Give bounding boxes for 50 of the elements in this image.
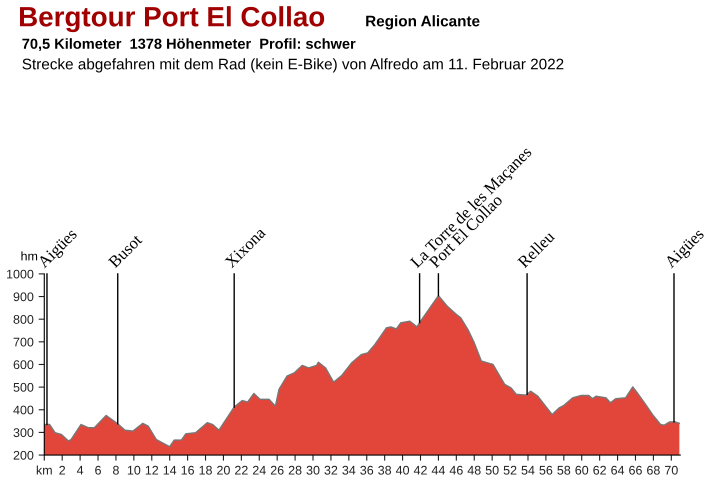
x-tick-label: 52 — [504, 466, 516, 475]
x-tick-label: 12 — [146, 466, 158, 475]
x-tick-label: 54 — [522, 466, 535, 475]
x-tick-label: 70 — [664, 466, 678, 475]
x-tick-label: 18 — [200, 466, 212, 475]
y-tick-label: 200 — [14, 450, 34, 460]
chart-title: Bergtour Port El Collao — [20, 6, 324, 32]
x-tick-label: 34 — [342, 466, 356, 475]
x-tick-label: 28 — [288, 466, 302, 475]
x-tick-label: 50 — [486, 466, 499, 475]
x-tick-label: 68 — [647, 466, 660, 475]
x-tick-label: 56 — [539, 466, 552, 475]
x-tick-label: 36 — [360, 466, 374, 475]
x-tick-label: km — [36, 465, 52, 475]
y-tick-label: 600 — [14, 360, 34, 370]
x-tick-label: 10 — [128, 466, 140, 475]
x-tick-label: 48 — [468, 466, 481, 475]
x-tick-label: 58 — [557, 466, 570, 475]
x-tick-label: 66 — [629, 466, 642, 475]
x-tick-label: 44 — [432, 466, 445, 475]
y-tick-label: 800 — [14, 314, 34, 324]
x-tick-label: 22 — [235, 466, 248, 475]
x-tick-label: 6 — [95, 466, 101, 475]
x-tick-label: 26 — [270, 466, 284, 475]
x-tick-label: 46 — [450, 466, 463, 475]
y-tick-label: 300 — [13, 428, 34, 438]
x-tick-label: 32 — [324, 466, 338, 475]
y-tick-label: 400 — [13, 406, 34, 414]
x-tick-label: 24 — [252, 466, 266, 475]
x-tick-label: 64 — [611, 466, 624, 475]
x-tick-label: 62 — [593, 466, 606, 475]
y-axis-title: hm — [21, 251, 38, 260]
text: 70,5 Kilometer 1378 Höhenmeter Profil: schwer — [22, 38, 356, 52]
x-tick-label: 60 — [575, 466, 588, 475]
text: Strecke abgefahren mit dem Rad (kein E-Bike) von Alfredo am 11. Februar 2022 — [22, 58, 564, 72]
x-tick-label: 2 — [59, 466, 66, 475]
x-tick-label: 4 — [76, 466, 84, 475]
x-tick-label: 20 — [217, 466, 230, 475]
y-tick-label: 700 — [14, 338, 34, 346]
chart-subtitle: Region Alicante — [366, 15, 480, 30]
x-tick-label: 40 — [396, 466, 410, 475]
x-tick-label: 42 — [414, 466, 427, 475]
x-tick-label: 8 — [113, 466, 119, 475]
x-tick-label: 30 — [306, 466, 320, 475]
y-tick-label: 500 — [14, 382, 34, 392]
y-tick-label: 1000 — [7, 270, 34, 279]
y-tick-label: 900 — [14, 292, 34, 302]
x-tick-label: 14 — [164, 466, 176, 475]
x-tick-label: 16 — [182, 466, 194, 475]
x-tick-label: 38 — [378, 466, 392, 475]
